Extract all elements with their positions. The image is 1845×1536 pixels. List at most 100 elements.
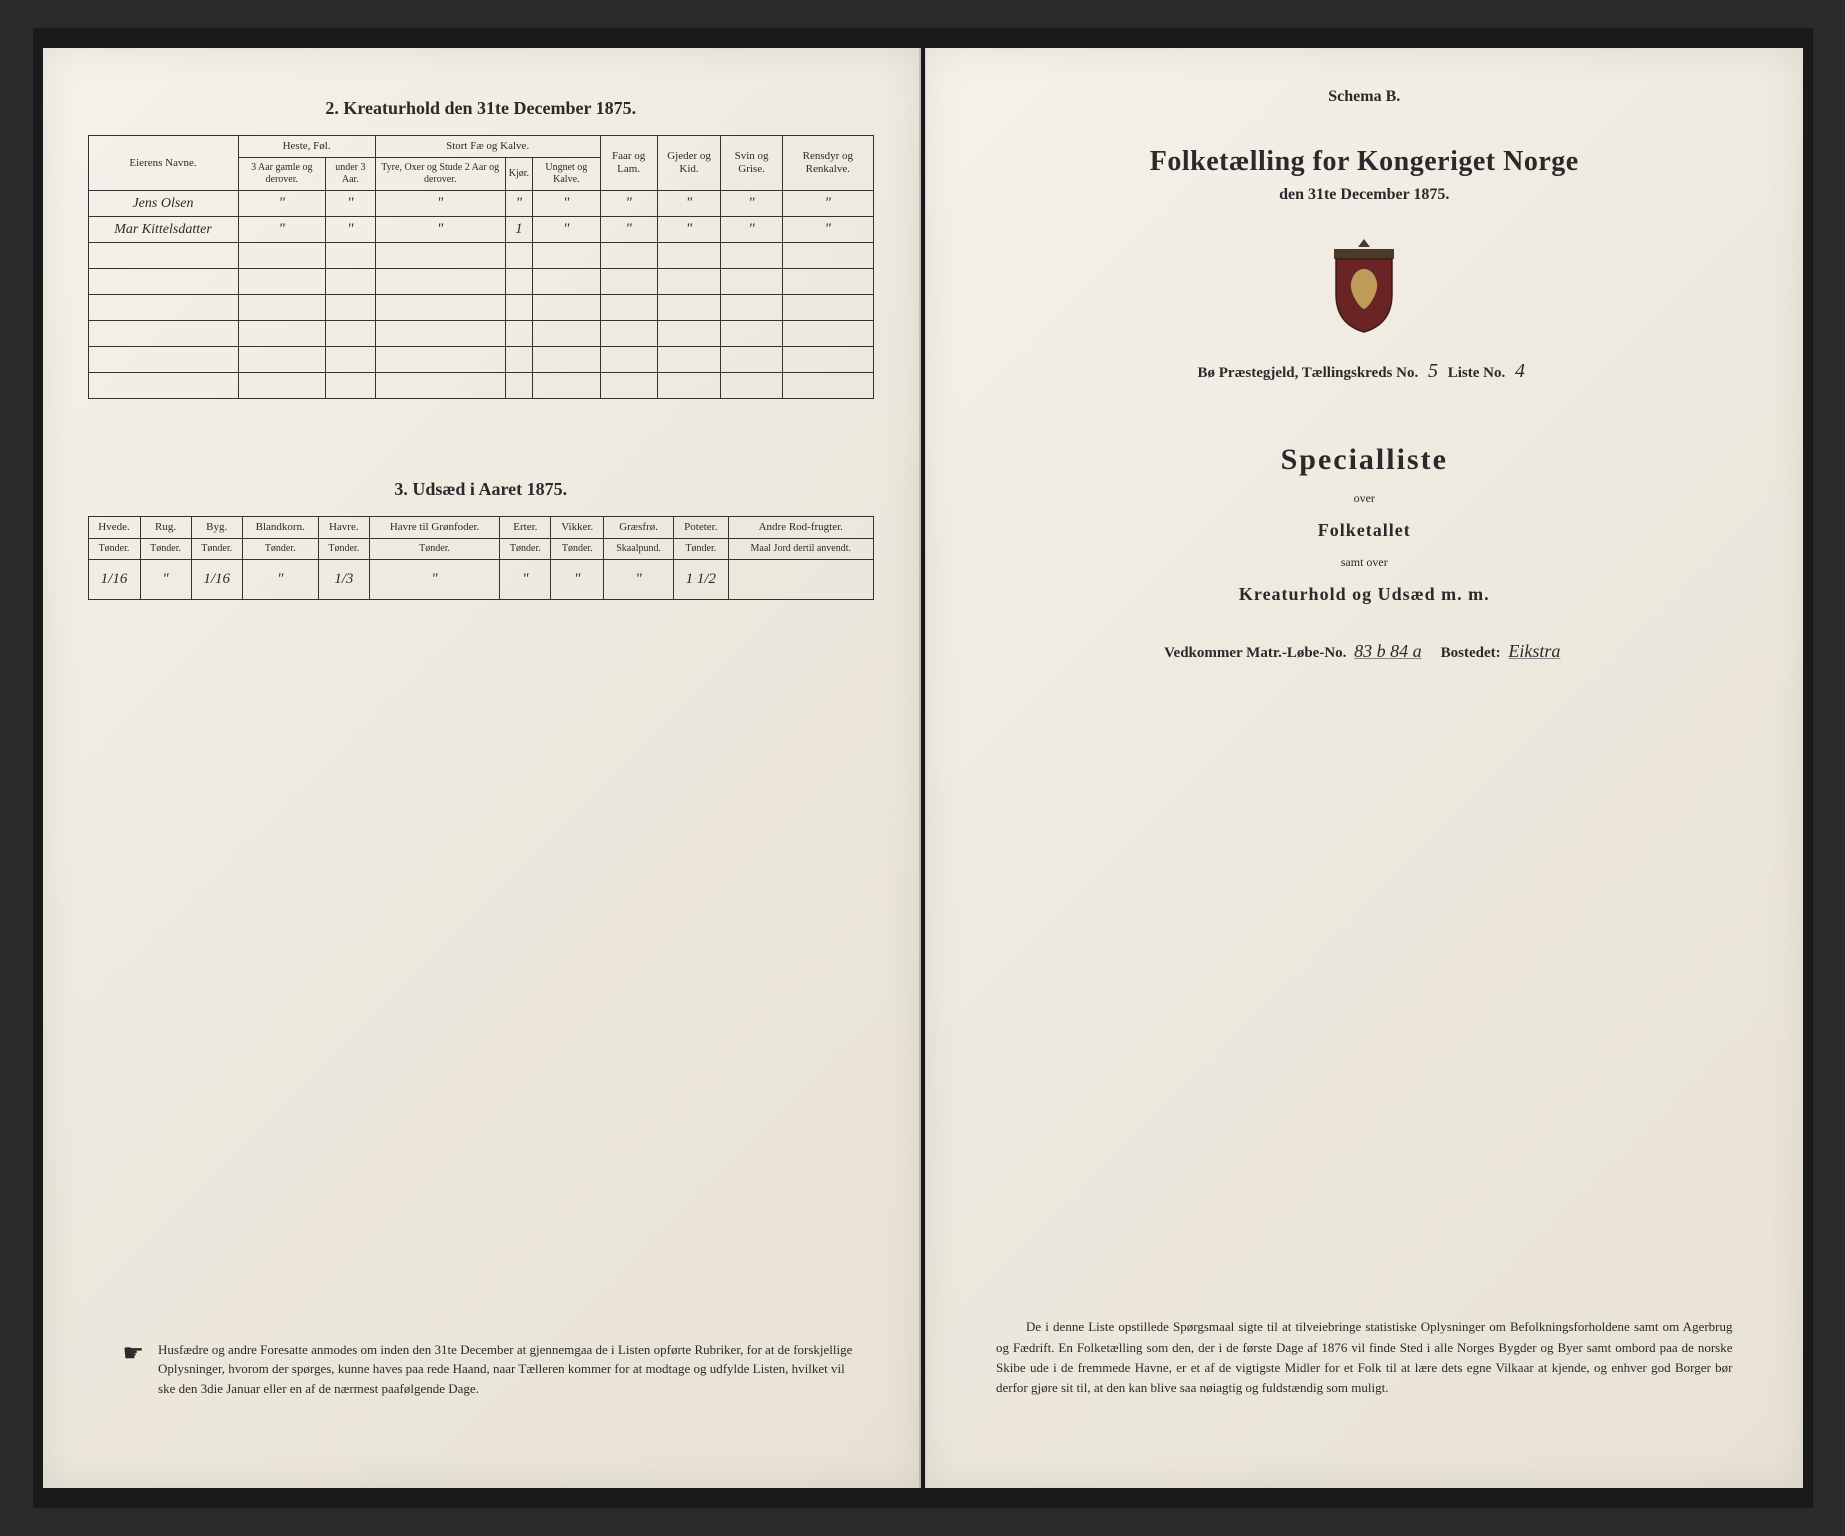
document-spread: 2. Kreaturhold den 31te December 1875. E… [33, 28, 1813, 1508]
col-header: Græsfrø. [604, 517, 674, 539]
col-header: Hvede. [88, 517, 140, 539]
cell [88, 373, 238, 399]
sub-heste2: under 3 Aar. [326, 158, 376, 191]
cell [88, 243, 238, 269]
col-subheader: Tønder. [140, 539, 191, 560]
cell [533, 347, 601, 373]
col-subheader: Tønder. [242, 539, 318, 560]
cell: 1/16 [191, 560, 242, 600]
cell [721, 321, 782, 347]
cell [238, 347, 326, 373]
cell [326, 347, 376, 373]
cell [505, 321, 532, 347]
col-rensdyr: Rensdyr og Renkalve. [782, 136, 873, 191]
cell [238, 321, 326, 347]
cell: " [604, 560, 674, 600]
col-faar: Faar og Lam. [600, 136, 657, 191]
sub-stort1: Tyre, Oxer og Stude 2 Aar og derover. [375, 158, 505, 191]
cell [728, 560, 873, 600]
cell [375, 347, 505, 373]
cell [600, 373, 657, 399]
cell: 1 [505, 217, 532, 243]
cell [657, 269, 721, 295]
cell: " [326, 191, 376, 217]
folketallet-label: Folketallet [971, 520, 1758, 541]
matr-val-2: Eikstra [1504, 641, 1564, 661]
cell [533, 269, 601, 295]
sub-stort2: Kjør. [505, 158, 532, 191]
col-subheader: Skaalpund. [604, 539, 674, 560]
cell: " [657, 217, 721, 243]
col-header: Poteter. [674, 517, 728, 539]
cell [782, 321, 873, 347]
pointing-hand-icon: ☛ [123, 1342, 145, 1399]
cell [657, 373, 721, 399]
parish-val-2: 4 [1509, 360, 1531, 382]
cell [782, 243, 873, 269]
cell: " [782, 217, 873, 243]
table-row [88, 347, 874, 373]
cell [326, 269, 376, 295]
cell [533, 373, 601, 399]
over-label: over [971, 491, 1758, 506]
bottom-paragraph: De i denne Liste opstillede Spørgsmaal s… [996, 1317, 1733, 1398]
cell [326, 295, 376, 321]
cell [238, 373, 326, 399]
cell [88, 321, 238, 347]
parish-label-2: Liste No. [1448, 365, 1506, 381]
cell [782, 295, 873, 321]
col-subheader: Tønder. [88, 539, 140, 560]
cell: " [140, 560, 191, 600]
table-row: Jens Olsen""""""""" [88, 191, 874, 217]
cell: " [375, 191, 505, 217]
cell: " [782, 191, 873, 217]
table-row [88, 295, 874, 321]
samt-label: samt over [971, 555, 1758, 570]
cell [721, 373, 782, 399]
cell: " [505, 191, 532, 217]
cell [375, 243, 505, 269]
cell [782, 269, 873, 295]
cell [238, 243, 326, 269]
cell [238, 269, 326, 295]
cell [375, 269, 505, 295]
cell [375, 373, 505, 399]
cell [721, 269, 782, 295]
cell [375, 321, 505, 347]
cell: 1/16 [88, 560, 140, 600]
cell [533, 295, 601, 321]
main-title: Folketælling for Kongeriget Norge [971, 146, 1758, 178]
cell [657, 347, 721, 373]
col-subheader: Tønder. [318, 539, 369, 560]
col-header: Havre. [318, 517, 369, 539]
cell: " [238, 191, 326, 217]
parish-label-1: Bø Præstegjeld, Tællingskreds No. [1198, 365, 1419, 381]
cell: " [551, 560, 604, 600]
cell [657, 243, 721, 269]
cell [657, 321, 721, 347]
table-row [88, 269, 874, 295]
footnote-text: Husfædre og andre Foresatte anmodes om i… [158, 1340, 859, 1399]
cell: 1 1/2 [674, 560, 728, 600]
cell [505, 295, 532, 321]
cell [505, 269, 532, 295]
cell: " [238, 217, 326, 243]
matr-val-1: 83 b 84 a [1350, 641, 1426, 661]
cell: " [500, 560, 551, 600]
col-subheader: Tønder. [551, 539, 604, 560]
col-header: Blandkorn. [242, 517, 318, 539]
table2-title: 2. Kreaturhold den 31te December 1875. [88, 98, 875, 119]
col-header: Byg. [191, 517, 242, 539]
col-header: Rug. [140, 517, 191, 539]
cell: 1/3 [318, 560, 369, 600]
footnote: ☛ Husfædre og andre Foresatte anmodes om… [123, 1340, 860, 1399]
cell: " [533, 191, 601, 217]
cell: " [600, 217, 657, 243]
cell: " [721, 217, 782, 243]
cell [533, 321, 601, 347]
cell: " [369, 560, 499, 600]
cell: " [533, 217, 601, 243]
col-subheader: Tønder. [674, 539, 728, 560]
table-row: Mar Kittelsdatter"""1""""" [88, 217, 874, 243]
col-header: Erter. [500, 517, 551, 539]
